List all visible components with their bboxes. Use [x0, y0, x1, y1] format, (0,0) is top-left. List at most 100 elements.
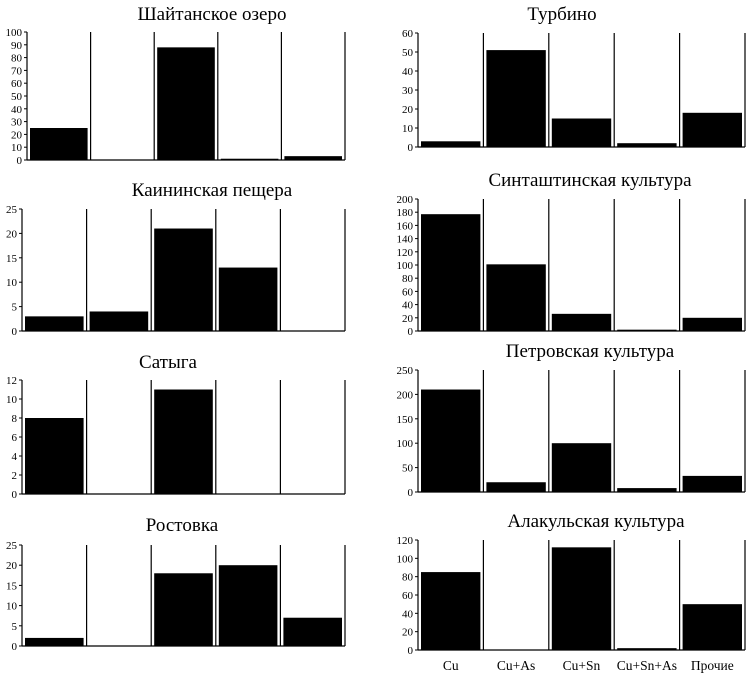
y-tick-label: 90	[11, 40, 23, 52]
y-tick-label: 0	[408, 326, 414, 338]
y-tick-label: 150	[397, 414, 414, 426]
bar	[617, 488, 677, 492]
bar	[25, 637, 84, 646]
y-tick-label: 30	[402, 85, 414, 97]
bar	[682, 112, 742, 147]
chart-title: Алакульская культура	[507, 511, 685, 532]
y-tick-label: 4	[12, 451, 18, 463]
bar	[30, 128, 88, 160]
y-tick-label: 200	[397, 389, 414, 401]
bar	[218, 267, 278, 331]
y-tick-label: 0	[12, 489, 18, 501]
y-tick-label: 15	[6, 253, 18, 265]
bar	[617, 648, 677, 650]
y-tick-label: 120	[397, 247, 414, 259]
y-tick-label: 10	[6, 601, 18, 613]
bar	[25, 418, 84, 494]
y-tick-label: 2	[12, 470, 18, 482]
y-tick-label: 20	[402, 104, 414, 116]
y-tick-label: 250	[397, 365, 414, 377]
y-tick-label: 0	[408, 487, 414, 499]
bar	[421, 141, 481, 147]
x-category-label: Cu	[443, 658, 459, 673]
bar	[154, 573, 213, 646]
bar	[617, 329, 677, 331]
bar	[486, 50, 546, 147]
chart-title: Каининская пещера	[132, 180, 293, 201]
bar	[682, 317, 742, 331]
bar	[421, 389, 481, 492]
y-tick-label: 20	[11, 129, 23, 141]
y-tick-label: 20	[402, 627, 414, 639]
bar	[25, 316, 84, 331]
y-tick-label: 25	[6, 540, 18, 552]
y-tick-label: 5	[12, 621, 18, 633]
y-tick-label: 140	[397, 234, 414, 246]
y-tick-label: 180	[397, 207, 414, 219]
x-category-label: Cu+Sn+As	[617, 658, 677, 673]
x-category-label: Cu+As	[497, 658, 535, 673]
y-tick-label: 0	[408, 142, 414, 154]
chart-title: Ростовка	[146, 515, 219, 536]
chart-title: Турбино	[527, 4, 596, 25]
chart-title: Петровская культура	[506, 341, 675, 362]
y-tick-label: 80	[11, 53, 23, 65]
bar	[421, 214, 481, 331]
y-tick-label: 10	[6, 394, 18, 406]
y-tick-label: 100	[397, 438, 414, 450]
y-tick-label: 60	[402, 286, 414, 298]
chart-panel: Алакульская культура 0 20 40 60 80 100 120	[397, 511, 746, 657]
bar	[220, 158, 279, 160]
bar	[89, 311, 149, 331]
y-tick-label: 60	[402, 28, 414, 40]
y-tick-label: 10	[402, 123, 414, 135]
y-tick-label: 20	[6, 228, 18, 240]
bar	[617, 143, 677, 147]
y-tick-label: 20	[402, 313, 414, 325]
bar	[551, 547, 612, 650]
bar	[486, 264, 546, 331]
y-tick-label: 60	[402, 590, 414, 602]
y-tick-label: 12	[6, 375, 17, 387]
y-tick-label: 40	[402, 300, 414, 312]
y-tick-label: 100	[397, 553, 414, 565]
bar	[283, 617, 342, 646]
y-tick-label: 80	[402, 273, 414, 285]
y-tick-label: 40	[402, 66, 414, 78]
bar	[551, 443, 612, 492]
y-tick-label: 0	[17, 155, 23, 167]
y-tick-label: 10	[6, 277, 18, 289]
y-tick-label: 40	[402, 608, 414, 620]
chart-panel: Ростовка 0 5 10 15 20 25	[6, 515, 346, 653]
bar	[551, 313, 612, 331]
y-tick-label: 100	[6, 27, 23, 39]
y-tick-label: 0	[408, 645, 414, 657]
bar	[486, 482, 546, 492]
bar	[157, 47, 215, 160]
y-tick-label: 8	[12, 413, 18, 425]
y-tick-label: 0	[12, 641, 18, 653]
y-tick-label: 50	[11, 91, 23, 103]
y-tick-label: 0	[12, 326, 18, 338]
y-tick-label: 25	[6, 204, 18, 216]
y-tick-label: 200	[397, 194, 414, 206]
chart-panel: Сатыга 0 2 4 6 8 10 12	[6, 352, 346, 501]
y-tick-label: 50	[402, 463, 414, 475]
y-tick-label: 160	[397, 220, 414, 232]
bar	[154, 389, 213, 494]
y-tick-label: 15	[6, 580, 18, 592]
y-tick-label: 50	[402, 47, 414, 59]
bar	[421, 572, 481, 650]
bar	[154, 228, 213, 331]
bar	[218, 565, 278, 646]
bar	[284, 156, 342, 160]
chart-panel: Петровская культура 0 50 100 150 200 250	[397, 341, 746, 499]
chart-panel: Турбино 0 10 20 30 40 50 60	[402, 4, 746, 154]
x-category-label: Прочие	[691, 658, 734, 673]
chart-panel: Каининская пещера 0 5 10 15 20 25	[6, 180, 346, 338]
chart-title: Сатыга	[139, 352, 197, 373]
bar	[551, 118, 612, 147]
